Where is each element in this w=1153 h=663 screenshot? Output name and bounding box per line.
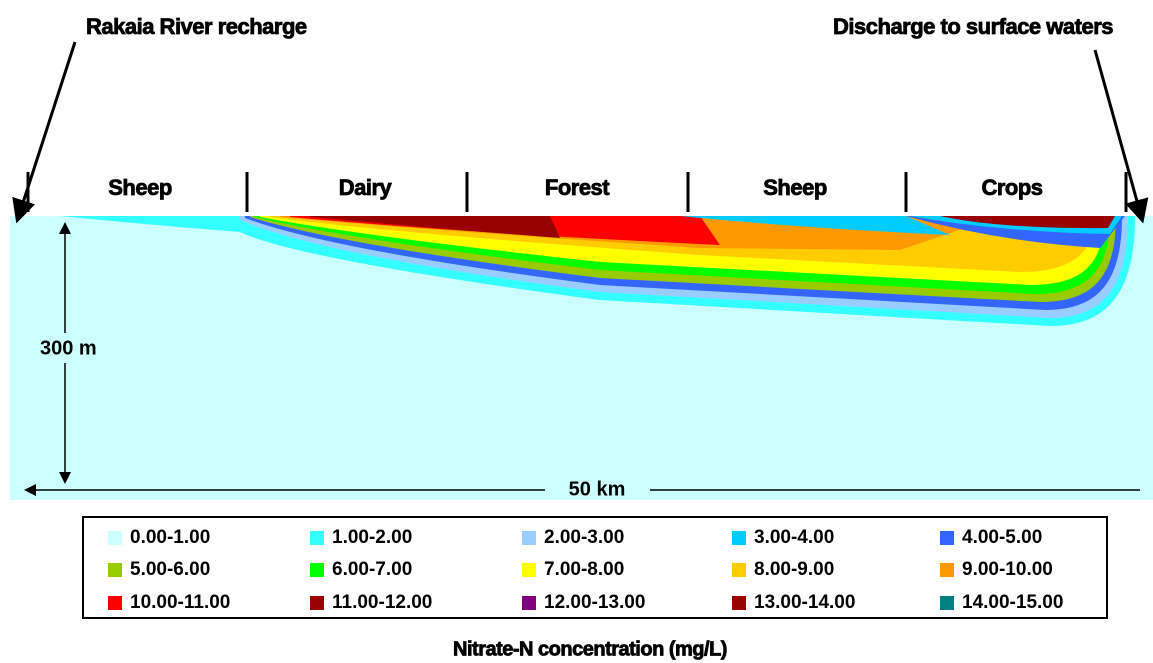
legend-label: 0.00-1.00: [130, 527, 210, 548]
legend-swatch: [310, 531, 324, 545]
legend-swatch: [732, 531, 746, 545]
depth-label: 300 m: [40, 337, 97, 359]
land-use-label: Crops: [981, 175, 1042, 200]
legend-swatch: [940, 596, 954, 610]
legend-label: 11.00-12.00: [332, 592, 432, 613]
legend-label: 2.00-3.00: [544, 527, 624, 548]
legend: 0.00-1.00 1.00-2.00 2.00-3.00 3.00-4.00 4.00…: [108, 527, 1063, 613]
plume: [60, 216, 1135, 326]
land-use-label: Sheep: [108, 175, 172, 200]
legend-label: 12.00-13.00: [544, 592, 645, 613]
legend-label: 4.00-5.00: [962, 527, 1042, 548]
legend-label: 9.00-10.00: [962, 559, 1053, 580]
legend-label: 5.00-6.00: [130, 559, 210, 580]
legend-label: 7.00-8.00: [544, 559, 624, 580]
annotation-left: Rakaia River recharge: [86, 14, 307, 39]
legend-swatch: [108, 531, 122, 545]
legend-title: Nitrate-N concentration (mg/L): [453, 638, 727, 660]
legend-label: 13.00-14.00: [754, 592, 855, 613]
legend-swatch: [732, 596, 746, 610]
legend-swatch: [522, 563, 536, 577]
legend-swatch: [108, 596, 122, 610]
legend-label: 8.00-9.00: [754, 559, 834, 580]
discharge-arrow: [1093, 49, 1149, 224]
length-label: 50 km: [569, 478, 626, 500]
legend-swatch: [732, 563, 746, 577]
depth-label-bg: [36, 333, 118, 363]
legend-swatch: [310, 596, 324, 610]
legend-label: 10.00-11.00: [130, 592, 230, 613]
land-use-label: Sheep: [763, 175, 827, 200]
land-use-label: Forest: [545, 175, 610, 200]
legend-label: 14.00-15.00: [962, 592, 1063, 613]
legend-swatch: [108, 563, 122, 577]
legend-swatch: [522, 596, 536, 610]
land-use-label: Dairy: [339, 175, 393, 200]
legend-swatch: [310, 563, 324, 577]
land-uses: Sheep Dairy Forest Sheep Crops: [26, 172, 1128, 212]
legend-swatch: [940, 563, 954, 577]
legend-label: 6.00-7.00: [332, 559, 412, 580]
legend-box: [82, 516, 1108, 619]
legend-swatch: [522, 531, 536, 545]
annotation-right: Discharge to surface waters: [833, 14, 1113, 39]
legend-swatch: [940, 531, 954, 545]
legend-label: 3.00-4.00: [754, 527, 834, 548]
legend-label: 1.00-2.00: [332, 527, 412, 548]
